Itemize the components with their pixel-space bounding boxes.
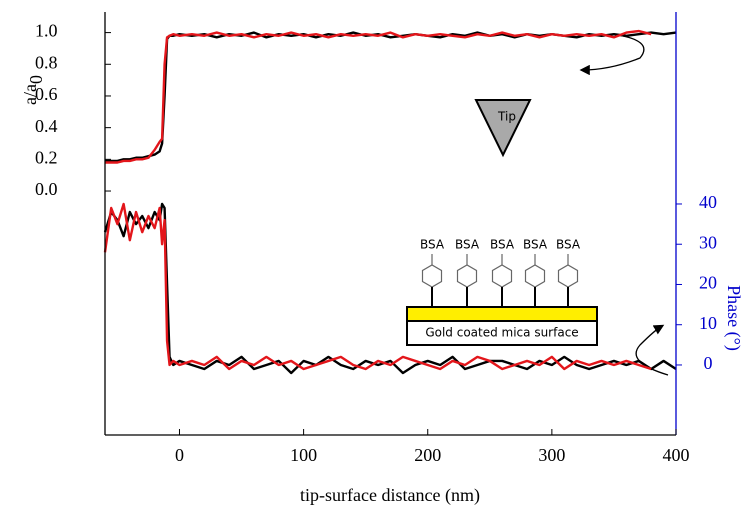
molecule-diagram — [406, 254, 598, 346]
y-tick-label: 0.4 — [35, 116, 58, 136]
y-axis-title: a/a0 — [20, 75, 46, 105]
benzene-ring — [524, 264, 546, 288]
data-line — [105, 31, 677, 163]
y2-tick-label: 30 — [699, 232, 717, 252]
x-tick-label: 400 — [663, 445, 690, 465]
x-tick-label: 300 — [538, 445, 565, 465]
y-tick-label: 0.2 — [35, 147, 58, 167]
molecule-label: BSA — [523, 238, 548, 252]
y2-tick-label: 10 — [699, 313, 717, 333]
molecule-label: BSA — [556, 238, 581, 252]
y-tick-label: 0.8 — [35, 52, 58, 72]
molecule-label: BSA — [490, 238, 515, 252]
x-tick-label: 200 — [414, 445, 441, 465]
benzene-ring — [456, 264, 478, 288]
y-tick-label: 0.6 — [35, 84, 58, 104]
data-line — [103, 202, 652, 371]
molecule-label: BSA — [420, 238, 445, 252]
x-tick-label: 100 — [290, 445, 317, 465]
y2-axis-title: Phase (°) — [723, 285, 744, 351]
surface-label: Gold coated mica surface — [425, 326, 578, 340]
y-tick-label: 0.0 — [35, 179, 58, 199]
y2-tick-label: 40 — [699, 192, 717, 212]
mica-layer — [406, 320, 598, 346]
benzene-ring — [557, 264, 579, 288]
data-line — [103, 202, 677, 375]
benzene-ring — [421, 264, 443, 288]
benzene-ring — [491, 264, 513, 288]
y-axis-title-subscript: 0 — [26, 75, 46, 84]
y2-tick-label: 20 — [699, 273, 717, 293]
y-tick-label: 1.0 — [35, 21, 58, 41]
molecule-label: BSA — [455, 238, 480, 252]
tip-shape — [474, 99, 532, 158]
x-axis-title: tip-surface distance (nm) — [300, 485, 480, 506]
y2-tick-label: 0 — [704, 353, 713, 373]
arrow — [579, 33, 645, 76]
x-tick-label: 0 — [175, 445, 184, 465]
tip-label: Tip — [497, 110, 516, 124]
gold-layer — [406, 306, 598, 322]
y-axis-title-main: a/a — [20, 84, 40, 105]
data-line — [105, 29, 652, 164]
